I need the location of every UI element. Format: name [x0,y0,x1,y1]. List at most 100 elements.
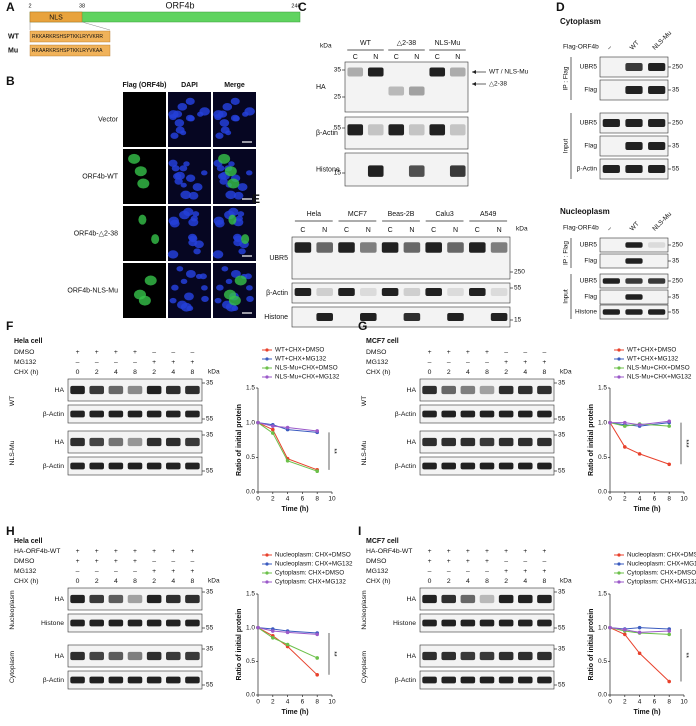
legend-swatch [617,571,621,575]
nucleus [194,240,204,249]
legend-swatch [617,348,621,352]
data-point [315,469,320,474]
label: – [447,568,451,575]
label: β-Actin [43,677,65,684]
label: + [466,349,470,356]
legend-label: WT+CHX+DMSO [275,347,324,354]
y-tick-label: 1.0 [246,419,255,426]
band [479,462,495,470]
label: + [485,548,489,555]
label: Flag [584,258,597,265]
x-tick-label: 4 [638,496,642,503]
label: 2 [95,578,99,585]
legend-label: Nucleoplasm: CHX+MG132 [627,561,696,568]
nucleus [180,278,188,285]
band [490,288,508,296]
band [625,165,643,173]
band [89,437,104,447]
data-point [637,630,642,635]
y-tick-label: 1.0 [598,624,607,631]
nucleus [168,110,179,119]
label: + [76,558,80,565]
label: kDa [560,369,572,376]
label: NLS-Mu [9,440,16,465]
label: + [152,548,156,555]
band [166,462,181,470]
band [422,385,437,395]
rule [81,21,111,31]
label: Vector [98,116,119,123]
nucleus [183,161,190,167]
data-point [285,459,290,463]
band [625,86,643,94]
nucleus [180,302,192,312]
series-line [257,422,318,432]
nucleus [176,266,184,272]
size-marker: 35 [558,380,566,387]
size-marker: 55 [206,416,214,423]
label: Histone [575,309,597,316]
band [518,410,533,418]
label: + [76,548,80,555]
x-tick-label: 8 [667,699,671,706]
band [490,313,508,321]
data-point [608,625,612,630]
label: ORF4b-NLS-Mu [67,287,118,294]
data-point [315,673,320,677]
label: + [447,349,451,356]
size-marker: 250 [672,242,683,249]
band [108,651,124,661]
size-marker: 55 [558,682,566,689]
label: NLS-Mu [435,40,461,47]
band [537,594,552,604]
sequence-box [29,44,111,57]
data-point [637,452,642,456]
band [429,67,446,77]
band [460,437,476,447]
label: C [353,54,358,61]
label: 0 [76,369,80,376]
band [381,242,399,253]
size-marker: 250 [672,278,683,285]
label: Histone [316,166,340,173]
size-marker: 55 [206,625,214,632]
label: 8 [133,369,137,376]
panel-label: F [6,319,13,333]
label: – [171,558,175,565]
label: β-Actin [43,463,65,470]
y-tick-label: 0.5 [246,454,255,461]
band [185,410,200,418]
legend-label: Cytoplasm: CHX+MG132 [627,579,696,586]
x-tick-label: 2 [623,496,627,503]
panel-label: B [6,74,15,88]
label: + [466,548,470,555]
band [518,651,533,661]
size-marker: 55 [672,166,680,173]
label: + [95,558,99,565]
band [460,619,476,627]
nucleus [174,178,183,185]
nucleus [201,170,208,176]
y-axis-title: Ratio of initial protein [588,609,595,681]
label: + [504,548,508,555]
label: 0 [428,578,432,585]
cell-signal [224,166,237,177]
label: UBR5 [580,64,598,71]
label: + [133,349,137,356]
nucleus [222,103,233,111]
band [479,385,495,395]
x-tick-label: 6 [301,496,305,503]
label: 8 [485,369,489,376]
legend-label: NLS-Mu+CHX+DMSO [275,365,338,372]
band [479,676,495,684]
band [146,437,162,447]
label: + [152,568,156,575]
band [625,309,643,315]
band [447,313,464,321]
series-line [610,420,670,426]
y-tick-label: 0.0 [598,692,607,699]
nucleus [171,284,179,291]
label: C [394,54,399,61]
nucleus [185,97,195,105]
